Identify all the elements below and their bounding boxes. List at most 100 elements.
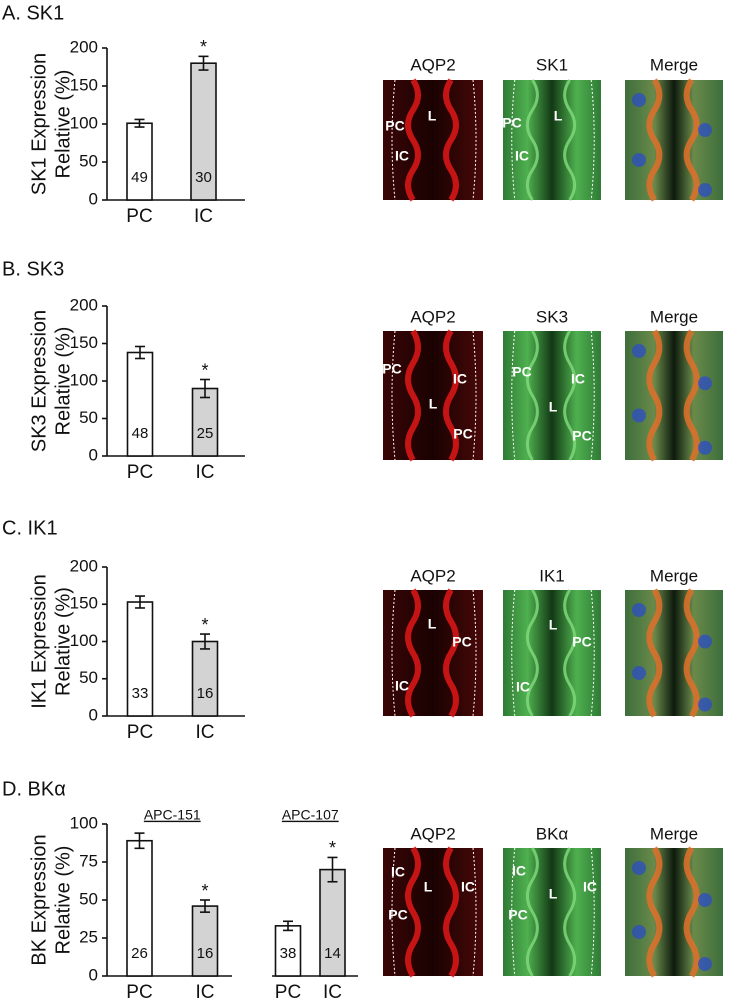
cell-border	[563, 79, 577, 201]
y-tick-label: 75	[79, 851, 98, 870]
dashed-outline	[391, 330, 396, 461]
bar	[319, 868, 346, 977]
x-tick-label: IC	[194, 206, 213, 227]
cell-annotation: PC	[508, 907, 527, 923]
y-tick-label: 100	[70, 370, 98, 389]
cell-annotation: PC	[388, 907, 407, 923]
x-tick-label: IC	[196, 982, 215, 1003]
error-bar	[200, 378, 210, 399]
cell-annotation: PC	[382, 361, 401, 377]
bar	[191, 387, 219, 457]
cell-annotation: PC	[572, 428, 591, 444]
significance-star: *	[201, 615, 208, 635]
cell-border	[683, 846, 700, 978]
image-label: Merge	[650, 566, 698, 585]
y-tick-label: 100	[70, 631, 98, 650]
x-tick-label: IC	[196, 462, 215, 483]
dashed-outline	[511, 79, 516, 201]
image-label: SK3	[536, 307, 568, 326]
cell-border	[683, 78, 700, 202]
y-tick-label: 25	[79, 927, 98, 946]
y-tick-label: 0	[89, 705, 98, 724]
dashed-outline	[391, 79, 396, 201]
error-bar	[327, 856, 338, 883]
error-bar	[134, 118, 145, 128]
panel-title: C. IK1	[2, 517, 58, 539]
cell-border	[646, 78, 663, 202]
cell-border	[563, 847, 577, 977]
nucleus	[632, 861, 646, 875]
n-label: 26	[131, 945, 148, 962]
error-bar	[134, 832, 145, 850]
nucleus	[632, 153, 646, 167]
n-label: 33	[132, 685, 149, 702]
y-axis-label: IK1 Expression	[28, 574, 50, 709]
cell-annotation: L	[428, 108, 437, 124]
cell-border	[646, 329, 663, 462]
bar	[126, 122, 153, 201]
nucleus	[632, 93, 646, 107]
y-tick-label: 200	[70, 556, 98, 575]
image-label: SK1	[536, 55, 568, 74]
dashed-outline	[590, 589, 595, 717]
cell-annotation: L	[549, 886, 558, 902]
micrograph	[383, 590, 483, 716]
cell-border	[525, 330, 539, 461]
micrograph	[503, 331, 601, 460]
bar	[126, 839, 153, 977]
cell-annotation: L	[549, 399, 558, 415]
y-axis-label: SK1 Expression	[28, 53, 50, 195]
panel-title: A. SK1	[2, 2, 64, 24]
nucleus	[698, 893, 712, 907]
y-axis-label: Relative (%)	[52, 70, 74, 179]
y-tick-label: 50	[79, 889, 98, 908]
x-tick-label: IC	[323, 982, 342, 1003]
x-tick-label: PC	[126, 206, 152, 227]
error-bar	[283, 920, 293, 932]
subtitle: APC-107	[282, 807, 339, 823]
y-tick-label: 0	[89, 965, 98, 984]
y-tick-label: 0	[89, 445, 98, 464]
cell-border	[646, 588, 663, 718]
cell-annotation: IC	[512, 863, 526, 879]
nucleus	[632, 408, 646, 423]
y-axis-label: Relative (%)	[52, 846, 74, 955]
y-tick-label: 150	[70, 594, 98, 613]
cell-border	[443, 588, 459, 718]
y-axis-label: SK3 Expression	[28, 310, 50, 452]
n-label: 49	[131, 169, 148, 186]
n-label: 16	[197, 685, 214, 702]
error-bar	[198, 55, 209, 71]
image-label: BKα	[536, 824, 569, 843]
cell-annotation: IC	[516, 679, 530, 695]
dashed-outline	[391, 589, 396, 717]
nucleus	[632, 925, 646, 939]
cell-border	[405, 329, 421, 462]
x-tick-label: IC	[196, 722, 215, 743]
cell-annotation: IC	[453, 371, 467, 387]
cell-border	[405, 846, 421, 978]
error-bar	[135, 345, 145, 360]
micrograph	[503, 590, 601, 716]
y-tick-label: 200	[70, 37, 98, 56]
x-tick-label: PC	[127, 462, 153, 483]
nucleus	[698, 697, 712, 712]
dashed-outline	[472, 79, 477, 201]
cell-border	[525, 79, 539, 201]
cell-border	[683, 588, 700, 718]
n-label: 16	[197, 945, 214, 962]
cell-annotation: IC	[583, 879, 597, 895]
image-label: AQP2	[410, 566, 455, 585]
cell-annotation: IC	[515, 148, 529, 164]
image-label: AQP2	[410, 55, 455, 74]
panel-title: B. SK3	[2, 258, 64, 280]
cell-annotation: IC	[571, 371, 585, 387]
image-label: AQP2	[410, 307, 455, 326]
nucleus	[698, 376, 712, 391]
n-label: 38	[280, 945, 297, 962]
micrograph	[503, 848, 601, 976]
dashed-outline	[391, 847, 396, 977]
bar	[190, 62, 217, 201]
dashed-outline	[472, 330, 477, 461]
